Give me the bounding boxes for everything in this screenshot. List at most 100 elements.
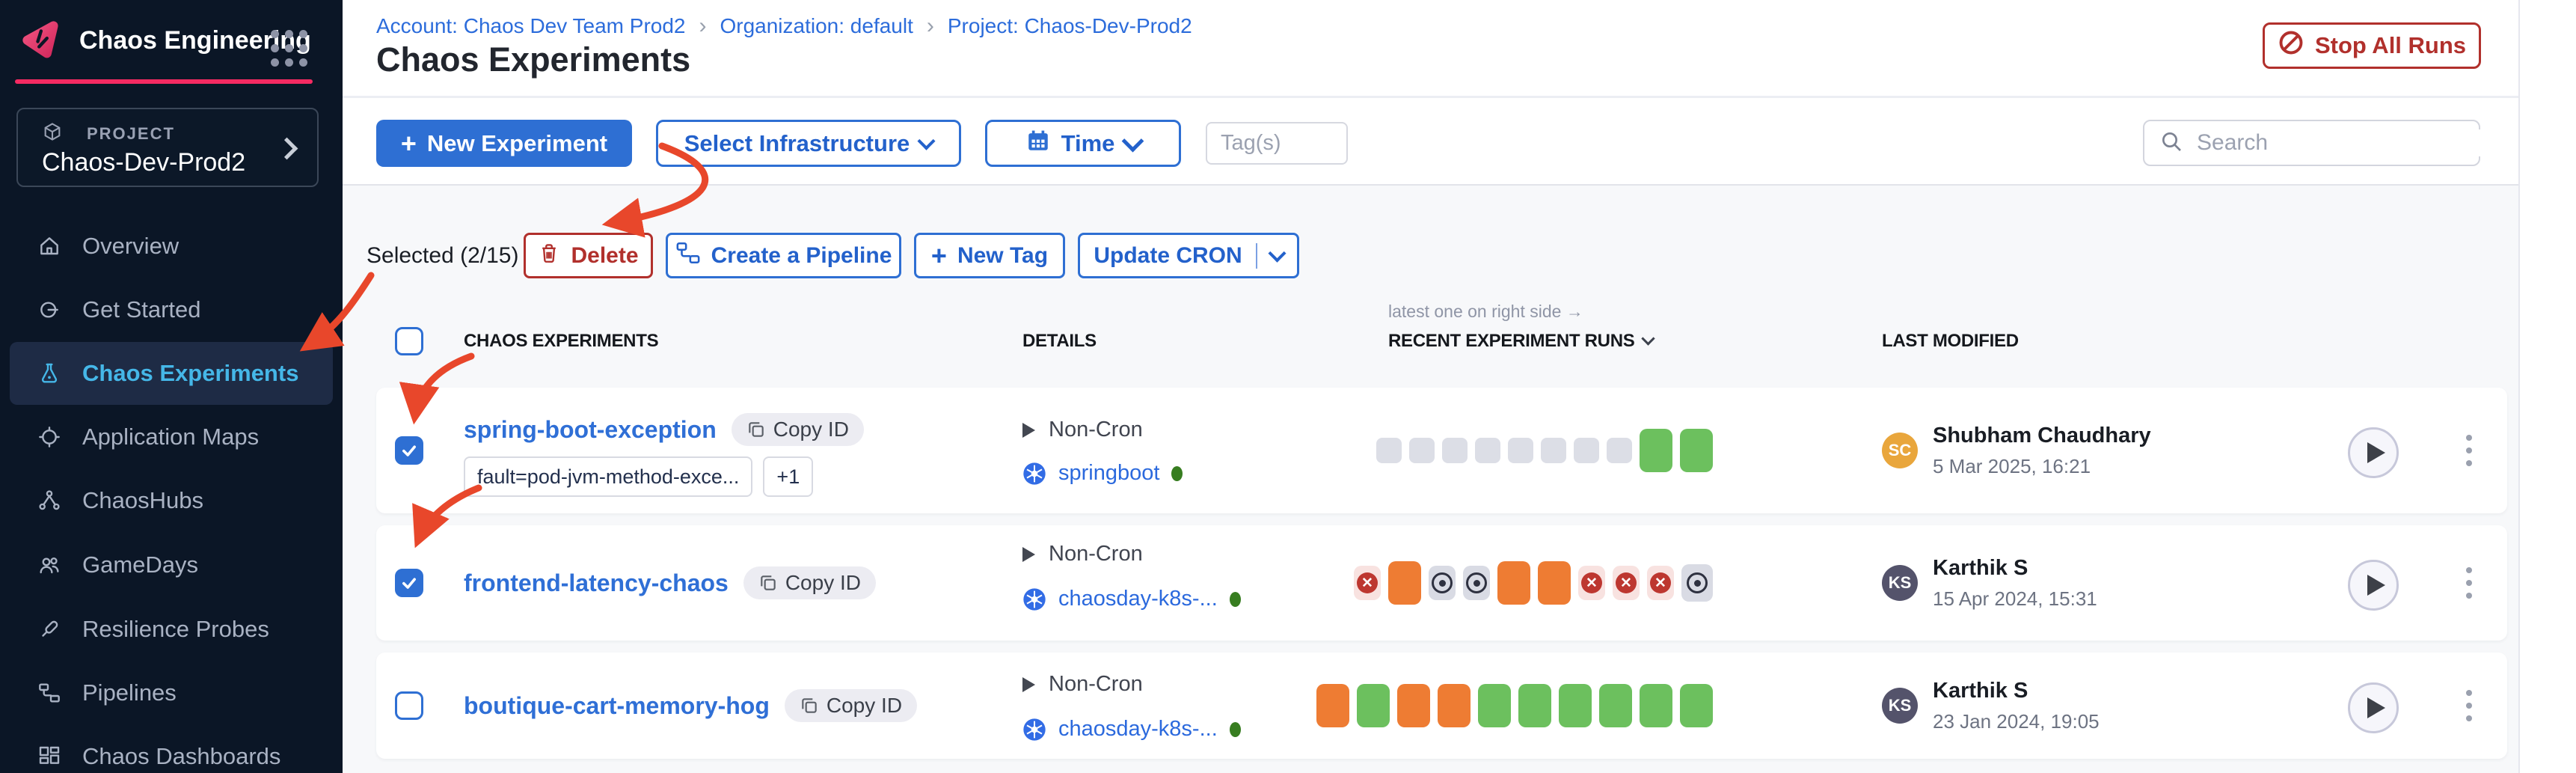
- project-selector[interactable]: PROJECT Chaos-Dev-Prod2: [16, 108, 319, 187]
- probe-icon: [42, 620, 58, 637]
- sidebar-item-chaos-dashboards[interactable]: Chaos Dashboards: [0, 725, 343, 773]
- sidebar-item-resilience-probes[interactable]: Resilience Probes: [0, 598, 343, 661]
- search-input[interactable]: [2195, 129, 2487, 156]
- run-status-running[interactable]: [1388, 561, 1421, 605]
- row-menu-button[interactable]: [2454, 690, 2484, 721]
- infrastructure-link[interactable]: chaosday-k8s-...: [1058, 587, 1218, 611]
- select-infrastructure-dropdown[interactable]: Select Infrastructure: [656, 120, 961, 167]
- run-status-completed[interactable]: [1357, 684, 1390, 727]
- run-status-completed[interactable]: [1518, 684, 1551, 727]
- sidebar-item-get-started[interactable]: Get Started: [0, 278, 343, 341]
- module-grid-icon[interactable]: [271, 30, 307, 67]
- kubernetes-icon: [1023, 462, 1046, 485]
- infrastructure-status-dot: [1171, 465, 1183, 481]
- create-pipeline-button[interactable]: Create a Pipeline: [666, 233, 901, 278]
- run-status-running[interactable]: [1438, 684, 1471, 727]
- run-status-completed[interactable]: [1640, 429, 1672, 472]
- copy-id-button[interactable]: Copy ID: [743, 566, 876, 599]
- experiment-name[interactable]: frontend-latency-chaos: [464, 569, 729, 596]
- sidebar-item-pipelines[interactable]: Pipelines: [0, 662, 343, 724]
- sidebar: Chaos Engineering PROJECT Chaos-Dev-Prod…: [0, 0, 343, 773]
- update-cron-button[interactable]: Update CRON: [1078, 233, 1299, 278]
- trash-icon: [538, 242, 560, 270]
- run-status-empty[interactable]: [1574, 438, 1599, 463]
- run-status-empty[interactable]: [1442, 438, 1468, 463]
- run-status-empty[interactable]: [1475, 438, 1500, 463]
- copy-icon: [749, 422, 764, 437]
- breadcrumb-link[interactable]: Organization: default: [720, 14, 913, 37]
- row-checkbox[interactable]: [395, 436, 423, 465]
- run-status-failed[interactable]: ✕: [1613, 566, 1640, 600]
- run-experiment-button[interactable]: [2348, 560, 2399, 611]
- run-status-failed[interactable]: ✕: [1354, 566, 1381, 600]
- page-title: Chaos Experiments: [376, 40, 691, 79]
- run-status-empty[interactable]: [1409, 438, 1435, 463]
- expand-triangle-icon[interactable]: [1022, 676, 1035, 692]
- infrastructure-link[interactable]: springboot: [1058, 461, 1160, 485]
- row-checkbox[interactable]: [395, 569, 423, 597]
- sidebar-item-chaoshubs[interactable]: ChaosHubs: [0, 469, 343, 532]
- sidebar-item-gamedays[interactable]: GameDays: [0, 534, 343, 596]
- schedule-type: Non-Cron: [1049, 418, 1143, 442]
- breadcrumb: Account: Chaos Dev Team Prod2 › Organizati…: [376, 13, 1192, 39]
- run-status-completed[interactable]: [1559, 684, 1592, 727]
- expand-triangle-icon[interactable]: [1022, 546, 1035, 562]
- schedule-type: Non-Cron: [1049, 672, 1143, 696]
- run-status-empty[interactable]: [1508, 438, 1533, 463]
- run-status-completed[interactable]: [1599, 684, 1632, 727]
- sidebar-item-application-maps[interactable]: Application Maps: [0, 406, 343, 468]
- experiment-tag[interactable]: +1: [763, 456, 814, 497]
- run-status-running[interactable]: [1538, 561, 1571, 605]
- breadcrumb-link[interactable]: Account: Chaos Dev Team Prod2: [376, 14, 686, 37]
- row-checkbox[interactable]: [395, 691, 423, 720]
- right-panel-strip: [2518, 0, 2576, 773]
- run-status-empty[interactable]: [1541, 438, 1566, 463]
- run-experiment-button[interactable]: [2348, 682, 2399, 733]
- get-started-icon: [40, 302, 58, 318]
- row-menu-button[interactable]: [2454, 435, 2484, 466]
- home-icon: [40, 237, 58, 255]
- run-status-completed[interactable]: [1680, 429, 1713, 472]
- run-status-stopped[interactable]: [1463, 566, 1490, 600]
- row-menu-button[interactable]: [2454, 567, 2484, 599]
- modified-by: Karthik S: [1933, 556, 2028, 580]
- ban-icon: [2278, 29, 2304, 62]
- infrastructure-link[interactable]: chaosday-k8s-...: [1058, 717, 1218, 741]
- experiment-name[interactable]: boutique-cart-memory-hog: [464, 691, 770, 719]
- run-status-completed[interactable]: [1478, 684, 1511, 727]
- run-status-empty[interactable]: [1376, 438, 1402, 463]
- delete-button[interactable]: Delete: [524, 233, 653, 278]
- new-experiment-button[interactable]: + New Experiment: [376, 120, 632, 167]
- run-status-failed[interactable]: ✕: [1647, 566, 1674, 600]
- experiment-tag[interactable]: fault=pod-jvm-method-exce...: [464, 456, 753, 497]
- run-status-stopped[interactable]: [1429, 566, 1456, 600]
- sidebar-item-label: Chaos Experiments: [82, 360, 299, 386]
- run-experiment-button[interactable]: [2348, 427, 2399, 478]
- run-status-running[interactable]: [1316, 684, 1349, 727]
- run-status-completed[interactable]: [1680, 684, 1713, 727]
- tags-filter-input[interactable]: [1206, 122, 1348, 165]
- run-status-running[interactable]: [1497, 561, 1530, 605]
- new-tag-button[interactable]: + New Tag: [914, 233, 1065, 278]
- sidebar-item-chaos-experiments[interactable]: Chaos Experiments: [10, 342, 333, 405]
- kubernetes-icon: [1023, 587, 1046, 611]
- sidebar-item-overview[interactable]: Overview: [0, 215, 343, 278]
- experiment-row: spring-boot-exception Copy ID fault=pod-j…: [376, 388, 2507, 513]
- expand-triangle-icon[interactable]: [1022, 422, 1035, 438]
- column-header-runs[interactable]: RECENT EXPERIMENT RUNS: [1388, 331, 1656, 352]
- experiment-name[interactable]: spring-boot-exception: [464, 415, 717, 443]
- time-filter-dropdown[interactable]: Time: [985, 120, 1181, 167]
- project-label: PROJECT: [87, 124, 175, 143]
- modified-by: Shubham Chaudhary: [1933, 424, 2151, 447]
- run-status-stopped[interactable]: [1681, 564, 1713, 602]
- stop-all-runs-button[interactable]: Stop All Runs: [2263, 22, 2481, 69]
- breadcrumb-link[interactable]: Project: Chaos-Dev-Prod2: [947, 14, 1192, 37]
- selected-count: Selected (2/15): [367, 243, 519, 268]
- run-status-empty[interactable]: [1607, 438, 1632, 463]
- run-status-failed[interactable]: ✕: [1578, 566, 1605, 600]
- run-status-running[interactable]: [1397, 684, 1430, 727]
- select-all-checkbox[interactable]: [395, 327, 423, 355]
- copy-id-button[interactable]: Copy ID: [784, 689, 918, 722]
- copy-id-button[interactable]: Copy ID: [731, 413, 864, 446]
- run-status-completed[interactable]: [1640, 684, 1672, 727]
